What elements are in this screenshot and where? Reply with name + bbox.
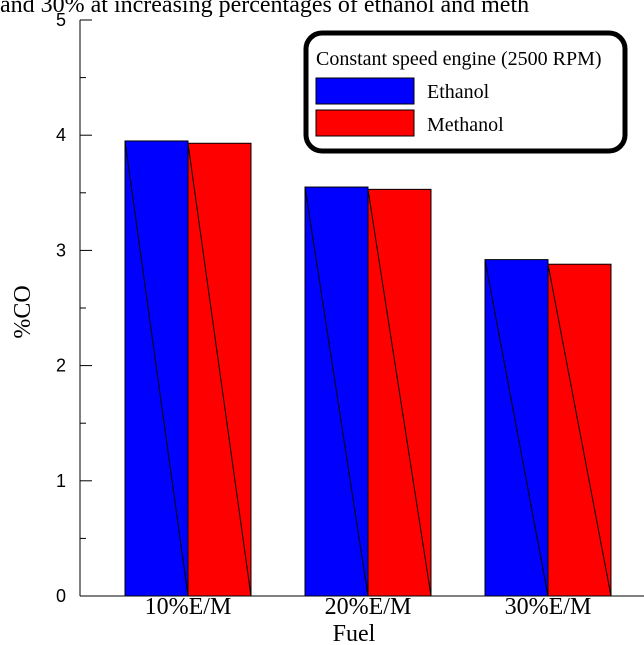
bar-hatch-methanol-3	[547, 264, 612, 597]
bar-hatch-ethanol-3	[484, 259, 549, 597]
y-tick-label: 5	[56, 10, 66, 30]
y-axis-label: %CO	[10, 285, 36, 338]
bar-hatch-methanol-1	[187, 143, 252, 597]
y-tick-label: 2	[56, 356, 66, 376]
x-axis-label: Fuel	[333, 621, 376, 645]
x-tick-label: 20%E/M	[325, 594, 412, 620]
legend-label-ethanol: Ethanol	[427, 81, 490, 103]
y-tick-label: 0	[56, 586, 66, 606]
x-tick-label: 30%E/M	[505, 594, 592, 620]
legend-label-methanol: Methanol	[427, 114, 504, 136]
y-tick-label: 3	[56, 240, 66, 260]
y-tick-label: 1	[56, 471, 66, 491]
x-tick-label: 10%E/M	[145, 594, 232, 620]
legend-swatch-ethanol	[315, 77, 415, 105]
bar-hatch-ethanol-1	[124, 140, 189, 597]
legend-title: Constant speed engine (2500 RPM)	[316, 48, 602, 70]
chart-title: and 30% at increasing percentages of eth…	[0, 0, 529, 18]
plot-area	[124, 140, 612, 597]
y-tick-label: 4	[56, 125, 66, 145]
bar-hatch-methanol-2	[367, 189, 432, 597]
legend-swatch-methanol	[315, 109, 415, 137]
legend: Constant speed engine (2500 RPM) Ethanol…	[303, 30, 628, 154]
bar-hatch-ethanol-2	[304, 186, 369, 597]
x-axis: 10%E/M 20%E/M 30%E/M	[80, 594, 644, 620]
y-axis: 0 1 2 3 4 5	[56, 10, 92, 606]
